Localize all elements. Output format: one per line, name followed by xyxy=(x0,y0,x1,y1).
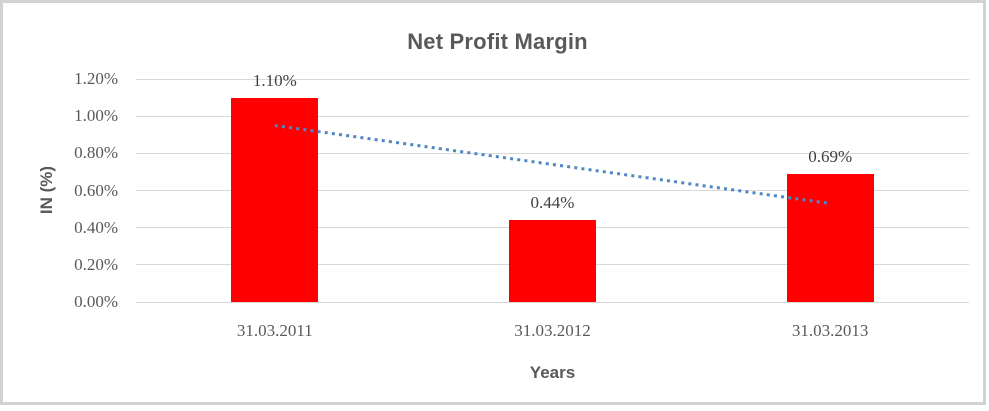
y-tick-label: 0.40% xyxy=(74,217,118,237)
y-tick-label: 0.00% xyxy=(74,292,118,311)
bar-value-label: 0.69% xyxy=(808,146,853,166)
y-tick-label: 0.60% xyxy=(74,180,118,200)
x-tick-label: 31.03.2011 xyxy=(236,321,313,340)
bar xyxy=(509,220,596,302)
bar xyxy=(786,173,874,302)
y-tick-label: 1.00% xyxy=(74,106,118,126)
y-gridline xyxy=(136,301,969,303)
x-axis-title: Years xyxy=(529,363,576,382)
y-gridline xyxy=(136,115,969,117)
y-tick-label: 0.20% xyxy=(74,254,118,274)
bar-value-label: 0.44% xyxy=(530,193,575,213)
y-tick-label: 0.80% xyxy=(74,143,118,163)
chart-title: Net Profit Margin xyxy=(407,29,588,54)
bar xyxy=(231,97,319,302)
linear-trendline xyxy=(274,123,831,205)
x-tick-label: 31.03.2012 xyxy=(514,321,591,340)
y-gridline xyxy=(136,78,969,80)
y-tick-label: 1.20% xyxy=(74,69,118,88)
x-tick-label: 31.03.2013 xyxy=(791,321,869,340)
bar-value-label: 1.10% xyxy=(252,70,297,90)
